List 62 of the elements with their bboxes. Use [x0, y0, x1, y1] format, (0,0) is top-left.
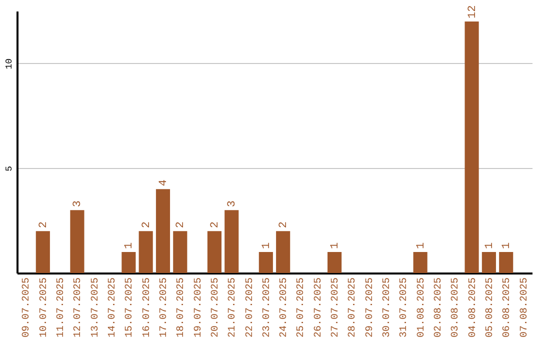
x-tick-label: 13.07.2025 — [90, 278, 102, 338]
bar — [173, 231, 188, 273]
data-label: 3 — [72, 200, 84, 208]
x-tick-label: 11.07.2025 — [56, 278, 68, 338]
bar — [328, 252, 342, 273]
x-tick-label: 05.08.2025 — [484, 278, 496, 338]
x-tick-label: 02.08.2025 — [433, 278, 444, 338]
x-tick-label: 29.07.2025 — [364, 278, 376, 338]
x-tick-label: 15.07.2025 — [124, 278, 136, 338]
x-tick-label: 24.07.2025 — [279, 278, 290, 338]
data-label: 1 — [260, 242, 273, 250]
x-tick-label: 06.08.2025 — [502, 278, 514, 338]
x-tick-label: 30.07.2025 — [382, 278, 394, 338]
bar — [122, 252, 136, 273]
x-tick-label: 07.08.2025 — [519, 278, 530, 338]
bar — [413, 252, 428, 273]
data-label: 2 — [175, 221, 188, 228]
bar — [224, 210, 239, 273]
data-label: 12 — [466, 5, 479, 18]
data-label: 2 — [209, 221, 222, 228]
x-tick-label: 16.07.2025 — [142, 278, 153, 338]
bar — [258, 252, 273, 273]
x-tick-label: 25.07.2025 — [296, 278, 308, 338]
x-tick-label: 28.07.2025 — [348, 278, 359, 338]
data-label: 1 — [415, 242, 428, 250]
bar — [276, 231, 290, 273]
x-tick-label: 04.08.2025 — [468, 278, 479, 338]
bar — [36, 231, 50, 273]
data-label: 1 — [484, 242, 496, 250]
data-label: 1 — [501, 242, 514, 250]
data-label: 2 — [140, 221, 153, 228]
bar — [70, 210, 84, 273]
x-tick-label: 09.07.2025 — [22, 278, 33, 338]
bar — [138, 231, 153, 273]
data-label: 4 — [158, 179, 170, 186]
x-tick-label: 22.07.2025 — [244, 278, 256, 338]
x-tick-label: 20.07.2025 — [210, 278, 222, 338]
x-tick-label: 12.07.2025 — [73, 278, 84, 338]
data-label: 1 — [124, 242, 136, 250]
data-label: 3 — [226, 200, 239, 208]
x-tick-label: 03.08.2025 — [450, 278, 462, 338]
x-tick-label: 27.07.2025 — [330, 278, 342, 338]
x-tick-label: 21.07.2025 — [228, 278, 239, 338]
x-tick-label: 23.07.2025 — [262, 278, 273, 338]
x-tick-label: 10.07.2025 — [38, 278, 50, 338]
bar — [156, 189, 170, 273]
x-tick-label: 01.08.2025 — [416, 278, 428, 338]
x-tick-label: 26.07.2025 — [313, 278, 324, 338]
bar — [464, 21, 479, 273]
x-tick-label: 19.07.2025 — [193, 278, 204, 338]
data-label: 2 — [38, 221, 50, 228]
x-tick-label: 17.07.2025 — [158, 278, 170, 338]
y-tick-label: 10 — [4, 58, 14, 70]
data-label: 1 — [330, 242, 342, 250]
data-label: 2 — [278, 221, 290, 228]
x-tick-label: 14.07.2025 — [108, 278, 119, 338]
bar — [499, 252, 514, 273]
x-tick-label: 18.07.2025 — [176, 278, 188, 338]
y-tick-label: 5 — [4, 166, 14, 172]
x-tick-label: 31.07.2025 — [399, 278, 410, 338]
bar — [482, 252, 496, 273]
bar — [207, 231, 222, 273]
